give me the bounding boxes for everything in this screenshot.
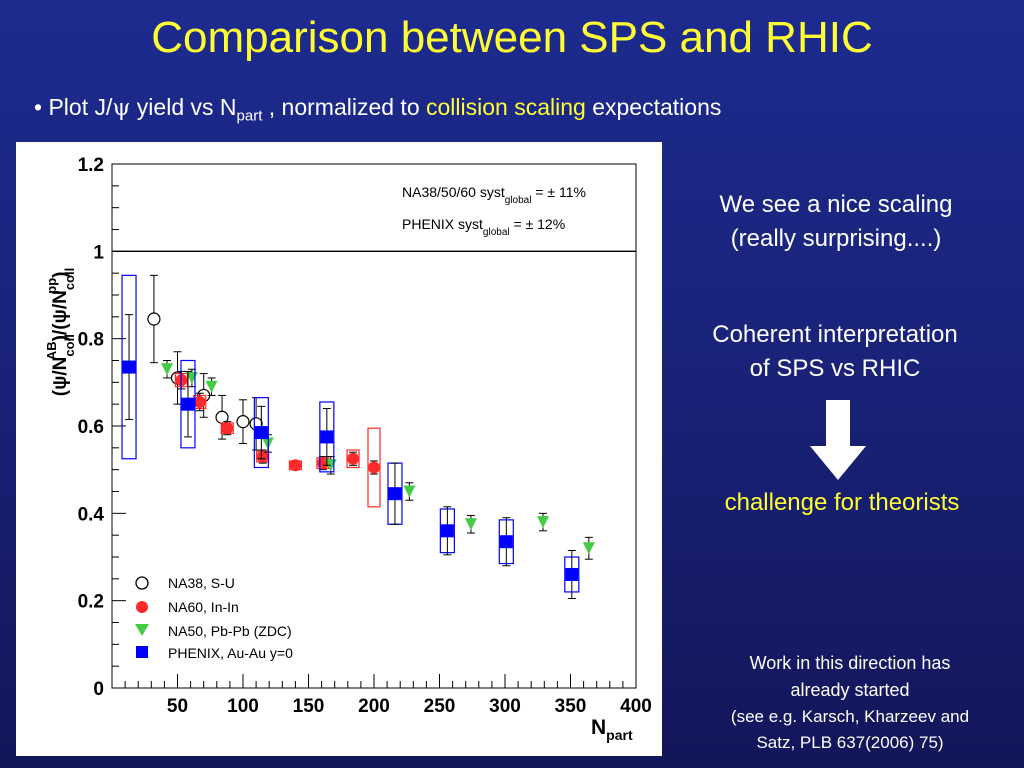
- slide-title: Comparison between SPS and RHIC: [151, 13, 873, 62]
- work-note: Work in this direction has already start…: [694, 650, 1006, 755]
- x-tick-label: 50: [167, 696, 188, 717]
- jpsi-chart: 0 0.2 0.4 0.6 0.8 1 1.2 50 100 150 200 250 300 350 40…: [44, 155, 652, 743]
- syst-box: [180, 359, 196, 449]
- data-point: [320, 430, 334, 444]
- legend-label-na60: NA60, In-In: [168, 599, 239, 615]
- data-point: [205, 380, 218, 393]
- data-point: [464, 518, 477, 531]
- syst-note-phenix: PHENIX systglobal = ± 12%: [402, 216, 565, 238]
- legend-marker-phenix: [136, 646, 148, 658]
- bullet-marker: •: [34, 94, 43, 120]
- data-point: [403, 485, 416, 498]
- y-tick-label: 0.6: [78, 417, 104, 438]
- y-tick-label: 0.2: [78, 592, 104, 613]
- scaling-note: We see a nice scaling (really surprising…: [672, 188, 1000, 255]
- data-point: [147, 312, 161, 326]
- scaling-note-line2: (really surprising....): [730, 224, 942, 252]
- bullet-line: • Plot J/ψ yield vs Npart , normalized t…: [34, 94, 721, 125]
- data-layer: [121, 274, 595, 599]
- data-point: [122, 360, 136, 374]
- x-tick-label: 100: [227, 696, 259, 717]
- work-note-ref1: (see e.g. Karsch, Kharzeev and: [730, 707, 970, 726]
- work-note-line1: Work in this direction has: [749, 653, 951, 673]
- bullet-text-mid2: , normalized to: [262, 94, 427, 120]
- syst-box: [319, 401, 335, 473]
- y-tick-label: 0.8: [78, 330, 104, 351]
- x-tick-label: 200: [358, 696, 390, 717]
- legend-label-na50: NA50, Pb-Pb (ZDC): [168, 623, 292, 639]
- y-tick-labels: 0 0.2 0.4 0.6 0.8 1 1.2: [78, 155, 105, 700]
- axis-ticks: [111, 163, 637, 689]
- legend: NA38, S-U NA60, In-In NA50, Pb-Pb (ZDC) …: [135, 575, 293, 661]
- npart-subscript: part: [236, 107, 263, 125]
- syst-box: [253, 397, 269, 469]
- data-point: [499, 535, 513, 549]
- y-tick-label: 0.4: [78, 504, 105, 525]
- data-point: [236, 415, 250, 429]
- data-point: [256, 450, 269, 463]
- data-point: [440, 524, 454, 538]
- work-note-ref2: Satz, PLB 637(2006) 75): [756, 732, 944, 752]
- x-tick-labels: 50 100 150 200 250 300 350 400: [167, 696, 652, 717]
- bullet-text-post: expectations: [585, 94, 722, 120]
- syst-note-na: NA38/50/60 systglobal = ± 11%: [402, 184, 586, 206]
- y-tick-label: 1.2: [78, 155, 104, 176]
- legend-label-phenix: PHENIX, Au-Au y=0: [168, 645, 293, 661]
- coherent-note: Coherent interpretation of SPS vs RHIC: [660, 318, 1010, 385]
- series-3: [161, 360, 595, 560]
- challenge-note: challenge for theorists: [724, 489, 960, 516]
- data-point: [565, 567, 579, 581]
- data-point: [388, 487, 402, 501]
- syst-box: [121, 274, 137, 460]
- bullet-text-mid: yield vs N: [130, 94, 237, 120]
- x-tick-label: 300: [489, 696, 521, 717]
- legend-label-na38: NA38, S-U: [168, 575, 235, 591]
- bullet-text-pre: Plot J/: [48, 94, 113, 120]
- scaling-note-line1: We see a nice scaling: [719, 191, 953, 218]
- psi-symbol: ψ: [112, 95, 131, 121]
- data-point: [181, 397, 195, 411]
- data-point: [289, 459, 302, 472]
- plot-panel: 0 0.2 0.4 0.6 0.8 1 1.2 50 100 150 200 250 300 350 40…: [16, 142, 662, 756]
- data-point: [536, 516, 549, 529]
- series-1: [147, 274, 263, 451]
- data-point: [161, 363, 174, 376]
- data-point: [582, 542, 595, 555]
- data-point: [368, 461, 380, 474]
- x-tick-label: 350: [555, 696, 587, 717]
- collision-scaling-highlight: collision scaling: [426, 94, 586, 120]
- data-point: [254, 426, 268, 440]
- y-tick-label: 0: [93, 679, 104, 700]
- legend-marker-na60: [136, 601, 148, 613]
- x-tick-label: 150: [293, 696, 325, 717]
- work-note-line2: already started: [790, 680, 910, 700]
- data-point: [347, 452, 360, 465]
- x-tick-label: 250: [424, 696, 456, 717]
- y-axis-label: (ψ/NcollAB)/(ψ/Ncollpp): [44, 268, 77, 397]
- data-point: [221, 422, 234, 435]
- x-axis-label: Npart: [591, 716, 633, 743]
- coherent-note-line1: Coherent interpretation: [712, 321, 958, 348]
- data-point: [193, 395, 206, 408]
- y-tick-label: 1: [93, 242, 104, 263]
- legend-marker-na50: [135, 624, 149, 636]
- coherent-note-line2: of SPS vs RHIC: [749, 354, 921, 382]
- legend-marker-na38: [135, 576, 149, 590]
- series-4: [121, 274, 580, 599]
- down-arrow-icon: [810, 400, 866, 480]
- x-tick-label: 400: [620, 696, 652, 717]
